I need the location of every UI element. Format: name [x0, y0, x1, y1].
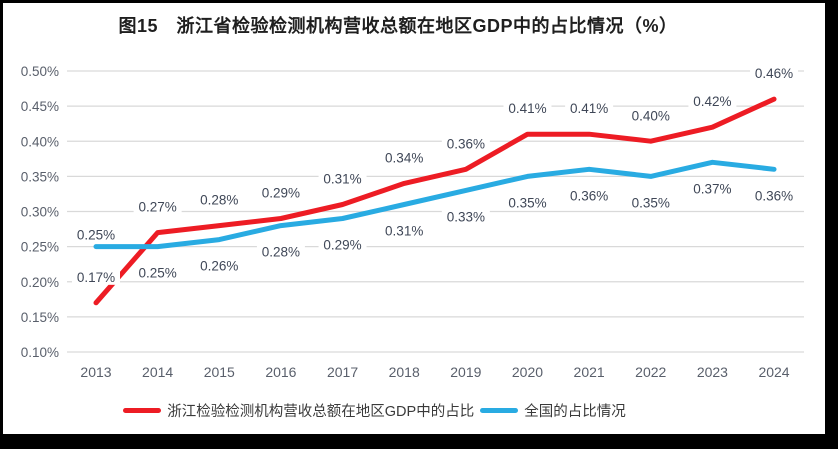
data-label-bg — [626, 194, 675, 211]
x-tick-label: 2024 — [758, 364, 789, 380]
data-label-bg — [503, 100, 552, 117]
x-tick-label: 2021 — [574, 364, 605, 380]
national-line-swatch-icon — [480, 407, 519, 413]
legend-label-national: 全国的占比情况 — [524, 403, 626, 420]
data-label: 0.33% — [447, 209, 485, 224]
data-label-bg — [195, 257, 244, 274]
chart-legend: 浙江检验检测机构营收总额在地区GDP中的占比 全国的占比情况 — [0, 399, 787, 421]
zhejiang-series-line — [93, 96, 777, 306]
data-label: 0.35% — [508, 195, 546, 210]
data-label: 0.35% — [632, 195, 670, 210]
data-label: 0.37% — [693, 181, 731, 196]
chart-canvas — [3, 3, 825, 434]
data-label-bg — [195, 191, 244, 208]
x-tick-label: 2022 — [635, 364, 666, 380]
data-label-bg — [256, 243, 305, 260]
national-series-line — [93, 159, 777, 250]
data-label-bg — [565, 100, 614, 117]
data-label: 0.42% — [693, 94, 731, 109]
data-label: 0.28% — [262, 245, 300, 260]
data-label-bg — [380, 222, 429, 239]
data-label: 0.36% — [755, 188, 793, 203]
data-label: 0.31% — [323, 171, 361, 186]
data-label-bg — [72, 268, 120, 285]
data-label-bg — [688, 180, 737, 197]
y-tick-label: 0.40% — [21, 134, 59, 149]
data-label-bg — [256, 184, 305, 201]
y-tick-label: 0.20% — [21, 275, 59, 290]
data-label-bg — [503, 194, 552, 211]
data-label-bg — [441, 135, 490, 152]
x-tick-label: 2015 — [204, 364, 235, 380]
x-tick-label: 2013 — [80, 364, 111, 380]
zhejiang-line-swatch-icon — [123, 407, 162, 413]
data-label: 0.25% — [77, 228, 115, 243]
data-label-bg — [72, 226, 120, 243]
data-label-bg — [318, 236, 367, 253]
data-label: 0.31% — [385, 223, 423, 238]
x-tick-label: 2023 — [697, 364, 728, 380]
y-tick-label: 0.15% — [21, 310, 59, 325]
data-label-bg — [626, 107, 675, 124]
data-label: 0.29% — [323, 238, 361, 253]
x-tick-label: 2019 — [450, 364, 481, 380]
data-label: 0.41% — [570, 101, 608, 116]
y-tick-label: 0.50% — [21, 64, 59, 79]
data-label-bg — [318, 170, 367, 187]
legend-label-zhejiang: 浙江检验检测机构营收总额在地区GDP中的占比 — [167, 403, 475, 420]
data-label: 0.28% — [200, 193, 238, 208]
data-label-bg — [565, 187, 614, 204]
legend-item-national: 全国的占比情况 — [480, 400, 626, 421]
y-tick-label: 0.35% — [21, 169, 59, 184]
data-label-bg — [133, 264, 182, 281]
data-label: 0.36% — [570, 188, 608, 203]
data-label-bg — [688, 93, 737, 110]
data-label: 0.17% — [77, 270, 115, 285]
data-label-bg — [133, 198, 182, 215]
data-label: 0.26% — [200, 259, 238, 274]
x-tick-label: 2016 — [265, 364, 296, 380]
y-tick-label: 0.25% — [21, 240, 59, 255]
x-tick-label: 2018 — [389, 364, 420, 380]
data-label: 0.46% — [755, 66, 793, 81]
y-tick-label: 0.10% — [21, 345, 59, 360]
x-tick-label: 2020 — [512, 364, 543, 380]
legend-item-zhejiang: 浙江检验检测机构营收总额在地区GDP中的占比 — [123, 400, 474, 421]
y-tick-label: 0.30% — [21, 205, 59, 220]
data-label-bg — [750, 65, 799, 82]
data-label: 0.25% — [138, 266, 176, 281]
data-label-bg — [380, 149, 429, 166]
data-label: 0.40% — [632, 108, 670, 123]
data-label: 0.41% — [508, 101, 546, 116]
chart-title: 图15 浙江省检验检测机构营收总额在地区GDP中的占比情况（%） — [118, 16, 678, 36]
data-label-bg — [750, 187, 799, 204]
data-label-bg — [441, 208, 490, 225]
data-label: 0.34% — [385, 150, 423, 165]
x-tick-label: 2014 — [142, 364, 173, 380]
x-tick-label: 2017 — [327, 364, 358, 380]
y-tick-label: 0.45% — [21, 99, 59, 114]
data-label: 0.29% — [262, 186, 300, 201]
data-label: 0.27% — [138, 200, 176, 215]
data-label: 0.36% — [447, 136, 485, 151]
